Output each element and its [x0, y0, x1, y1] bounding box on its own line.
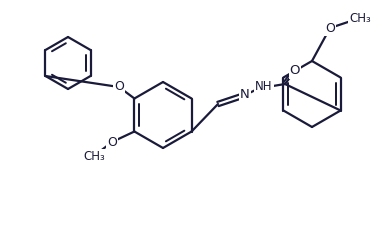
- Text: NH: NH: [255, 79, 273, 92]
- Text: O: O: [107, 136, 117, 149]
- Text: O: O: [114, 80, 124, 93]
- Text: CH₃: CH₃: [349, 12, 371, 25]
- Text: CH₃: CH₃: [83, 150, 105, 163]
- Text: O: O: [290, 64, 300, 77]
- Text: O: O: [325, 21, 335, 34]
- Text: N: N: [240, 89, 250, 102]
